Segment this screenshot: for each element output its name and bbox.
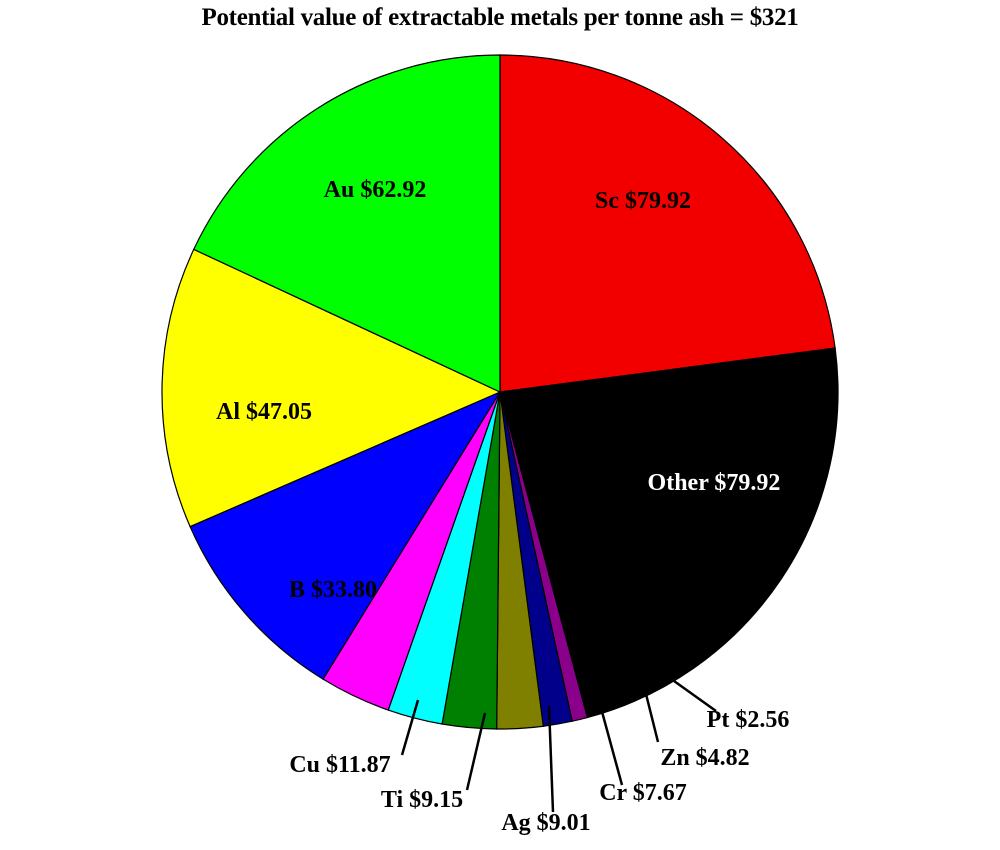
leader-line-cu	[400, 699, 420, 756]
pie-slice-al	[161, 248, 502, 528]
slice-labels: Sc $79.92 Other $79.92 Pt $2.56 Zn $4.82 Cr …	[216, 177, 789, 836]
leader-line-cr	[596, 696, 624, 786]
slice-label-ti: Ti $9.15	[381, 787, 463, 813]
slice-label-al: Al $47.05	[216, 399, 312, 425]
leader-lines	[400, 679, 717, 813]
chart-title: Potential value of extractable metals pe…	[201, 4, 799, 31]
slice-label-zn: Zn $4.82	[660, 745, 749, 771]
pie-slice-other	[499, 347, 839, 719]
pie-slices	[161, 54, 839, 730]
slice-label-au: Au $62.92	[324, 177, 427, 203]
leader-line-zn	[643, 689, 660, 743]
slice-label-other: Other $79.92	[648, 470, 781, 496]
slice-label-cu: Cu $11.87	[289, 752, 390, 778]
pie-slice-sc	[499, 54, 836, 393]
slice-label-pt: Pt $2.56	[707, 707, 790, 733]
slice-label-b: B $33.80	[289, 577, 377, 603]
slice-label-cr: Cr $7.67	[599, 780, 687, 806]
pie-slice-b	[189, 390, 502, 680]
slice-label-ag: Ag $9.01	[501, 810, 590, 836]
leader-line-pt	[673, 679, 717, 713]
pie-slice-au	[192, 54, 501, 393]
slice-label-sc: Sc $79.92	[595, 188, 691, 214]
leader-line-ti	[465, 712, 487, 791]
leader-line-ag	[547, 705, 555, 813]
